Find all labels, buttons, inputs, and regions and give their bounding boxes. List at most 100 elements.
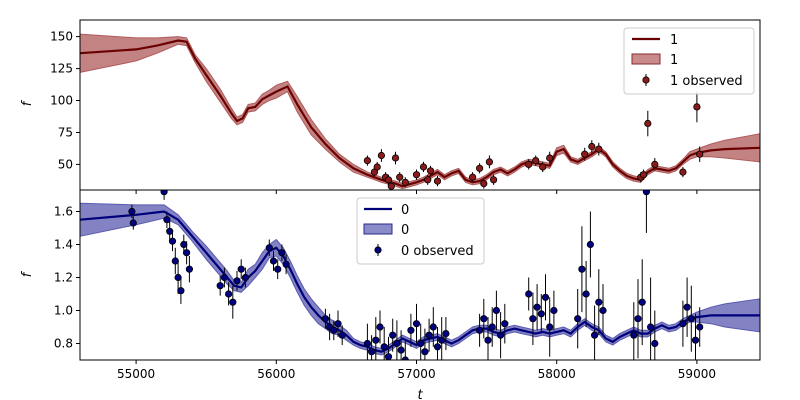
bottom-observed-point [541,293,550,301]
bottom-observed-point [550,306,558,315]
top-observed-point [485,158,493,166]
top-observed-point [391,154,400,162]
bottom-observed-point [586,240,595,249]
top-observed-point [419,163,428,171]
bottom-observed-point [269,257,278,265]
top-observed-point [373,163,381,171]
bottom-observed-point [233,277,241,285]
bottom-observed-point [417,339,425,348]
bottom-observed-point [492,306,500,315]
bottom-observed-point [679,320,687,328]
bottom-observed-point [480,315,488,323]
bottom-observed-point [174,273,182,282]
bottom-observed-point [646,323,655,331]
bottom-observed-point [241,273,249,282]
bottom-xtick-label: 55000 [117,367,155,381]
bottom-observed-point [582,290,590,298]
bottom-xtick-label: 58000 [538,367,576,381]
bottom-observed-point [278,249,286,257]
top-legend-frame [623,27,755,95]
bottom-ylabel: f [20,270,35,277]
bottom-observed-point [638,298,646,306]
top-legend-points-swatch [642,76,650,84]
top-observed-point [546,154,554,162]
bottom-observed-point [180,240,188,249]
top-observed-point [525,160,533,168]
bottom-observed-point [129,219,137,227]
bottom-xtick-label: 59000 [678,367,716,381]
bottom-observed-point [438,336,446,344]
bottom-observed-point [651,339,659,348]
top-observed-point [387,182,395,190]
bottom-observed-point [171,257,179,265]
bottom-observed-point [282,260,290,268]
top-ytick-label: 125 [50,62,73,76]
panel-top: 50 75 100 125 150 f 1 1 1 observed [20,19,761,194]
bottom-observed-point [225,290,233,298]
top-ylabel: f [20,99,35,106]
top-legend-band-swatch [631,53,661,65]
bottom-observed-point [216,282,224,290]
bottom-axes-frame [79,189,761,361]
bottom-observed-point [168,237,177,245]
bottom-observed-point [372,336,380,344]
bottom-observed-point [599,306,607,315]
bottom-observed-point [389,331,397,339]
bottom-observed-point [578,265,586,273]
bottom-observed-point [185,265,193,273]
top-observed-point [595,145,603,153]
bottom-legend: 0 0 0 observed [356,197,485,265]
top-ytick-label: 75 [58,126,73,140]
bottom-observed-point [683,303,691,311]
bottom-observed-point [384,353,393,360]
bottom-observed-point [334,320,342,328]
bottom-observed-point [595,298,603,306]
bottom-legend-frame [356,197,485,265]
top-observed-point [532,157,540,165]
bottom-observed-point [496,331,505,339]
top-observed-point [468,173,477,181]
top-legend: 1 1 1 observed [623,27,755,95]
top-observed-point [651,160,659,168]
bottom-xlabel: t [417,388,423,400]
top-observed-point [384,176,393,184]
bottom-legend-band-label: 0 [401,223,409,238]
top-ytick-label: 50 [58,157,73,171]
top-observed-point [581,150,589,158]
bottom-observed-point [433,343,442,351]
bottom-ytick-label: 1.0 [54,304,73,318]
bottom-observed-point [330,326,338,334]
bottom-observed-point [634,315,642,323]
bottom-observed-point [574,315,582,323]
bottom-observed-point [425,331,433,339]
top-mean-line [80,39,760,188]
bottom-observed-point [183,249,191,257]
bottom-ytick-label: 1.6 [54,205,73,219]
bottom-ytick-label: 1.2 [54,271,73,285]
top-observed-point [424,176,432,184]
bottom-observed-point [265,244,273,252]
bottom-observed-point [687,315,695,323]
bottom-legend-points-swatch [374,246,382,254]
bottom-observed-point [363,339,371,348]
top-observed-point [644,119,652,128]
bottom-observed-point [321,315,329,323]
top-ytick-label: 100 [50,94,73,108]
top-observed-point [639,171,648,179]
top-observed-point [401,178,409,186]
top-legend-band-label: 1 [670,53,678,68]
bottom-observed-point [160,190,168,196]
bottom-observed-point [429,323,437,331]
bottom-ytick-label: 0.8 [54,337,73,351]
bottom-xtick-label: 57000 [397,367,435,381]
bottom-observed-point [590,331,599,339]
bottom-observed-point [407,326,415,334]
bottom-credible-band [80,202,760,356]
bottom-observed-point [274,265,282,273]
bottom-observed-point [338,331,346,339]
bottom-observed-point [484,336,492,344]
bottom-observed-point [163,216,171,224]
top-plot-area [80,33,760,190]
bottom-observed-point [642,190,650,196]
